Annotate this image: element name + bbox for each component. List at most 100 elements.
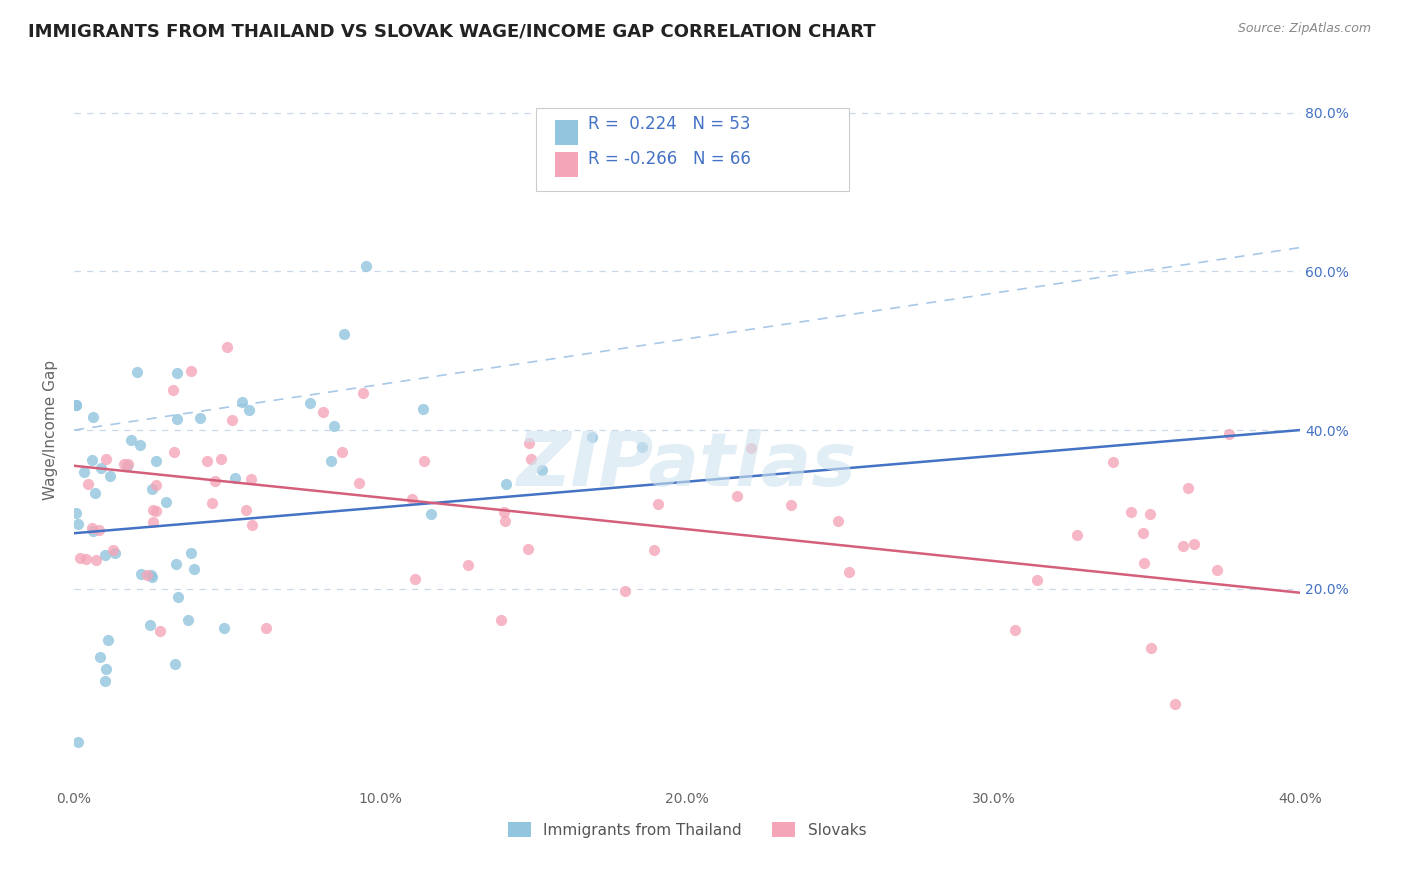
Point [145,454,167,468]
Point [492,504,515,518]
Point [65,398,87,412]
Point [1177,481,1199,495]
Point [1139,507,1161,521]
Point [75,552,97,566]
Y-axis label: Wage/Income Gap: Wage/Income Gap [44,360,58,500]
Point [141,570,163,584]
Point [180,546,202,560]
Point [347,475,370,490]
Point [177,613,200,627]
Point [581,430,603,444]
Point [517,542,540,557]
Point [127,365,149,379]
Point [323,418,346,433]
Point [235,503,257,517]
Text: R =  0.224   N = 53: R = 0.224 N = 53 [588,115,751,133]
Point [231,395,253,409]
Point [145,504,167,518]
Point [117,457,139,471]
Point [101,542,124,557]
Point [166,411,188,425]
Point [201,496,224,510]
Point [517,435,540,450]
Point [780,498,803,512]
Point [319,453,342,467]
Point [129,437,152,451]
Point [149,624,172,639]
Point [631,440,654,454]
Point [489,613,512,627]
Point [115,458,138,473]
Point [100,469,122,483]
Point [82,409,104,424]
Point [531,463,554,477]
Point [67,517,90,532]
Point [166,366,188,380]
Point [520,452,543,467]
Point [838,565,860,579]
Point [494,514,516,528]
Point [145,478,167,492]
Point [162,384,184,398]
Point [139,618,162,632]
Point [238,402,260,417]
Point [827,514,849,528]
Point [141,483,163,497]
Point [1206,563,1229,577]
Point [180,364,202,378]
Point [352,385,374,400]
Point [65,506,87,520]
Point [239,472,262,486]
Text: Source: ZipAtlas.com: Source: ZipAtlas.com [1237,22,1371,36]
Point [83,486,105,500]
Point [90,460,112,475]
Point [1026,574,1049,588]
Point [495,477,517,491]
Point [142,515,165,529]
Legend: Immigrants from Thailand, Slovaks: Immigrants from Thailand, Slovaks [502,815,872,844]
Point [163,445,186,459]
Point [163,657,186,672]
Point [165,557,187,571]
Point [240,517,263,532]
Text: IMMIGRANTS FROM THAILAND VS SLOVAK WAGE/INCOME GAP CORRELATION CHART: IMMIGRANTS FROM THAILAND VS SLOVAK WAGE/… [28,22,876,40]
Point [120,434,142,448]
Point [224,471,246,485]
Point [82,453,104,467]
Point [613,583,636,598]
Text: R = -0.266   N = 66: R = -0.266 N = 66 [588,150,751,168]
Point [94,673,117,688]
Point [1132,526,1154,541]
Point [725,489,748,503]
Point [94,452,117,467]
Point [643,543,665,558]
Point [1171,539,1194,553]
Point [1004,623,1026,637]
Point [212,621,235,635]
Point [69,550,91,565]
Point [1119,505,1142,519]
Point [647,497,669,511]
Point [1102,455,1125,469]
Point [209,451,232,466]
Point [82,524,104,538]
Point [167,591,190,605]
Point [401,491,423,506]
Point [1218,426,1240,441]
Point [204,475,226,489]
Point [299,396,322,410]
Point [354,259,377,273]
Point [94,662,117,676]
Point [129,566,152,581]
Point [87,523,110,537]
Point [65,399,87,413]
Point [1132,556,1154,570]
Point [412,401,434,416]
Point [84,553,107,567]
Text: ZIPatlas: ZIPatlas [517,429,858,502]
Point [419,507,441,521]
Point [136,568,159,582]
Point [94,549,117,563]
Point [89,650,111,665]
Point [1182,537,1205,551]
